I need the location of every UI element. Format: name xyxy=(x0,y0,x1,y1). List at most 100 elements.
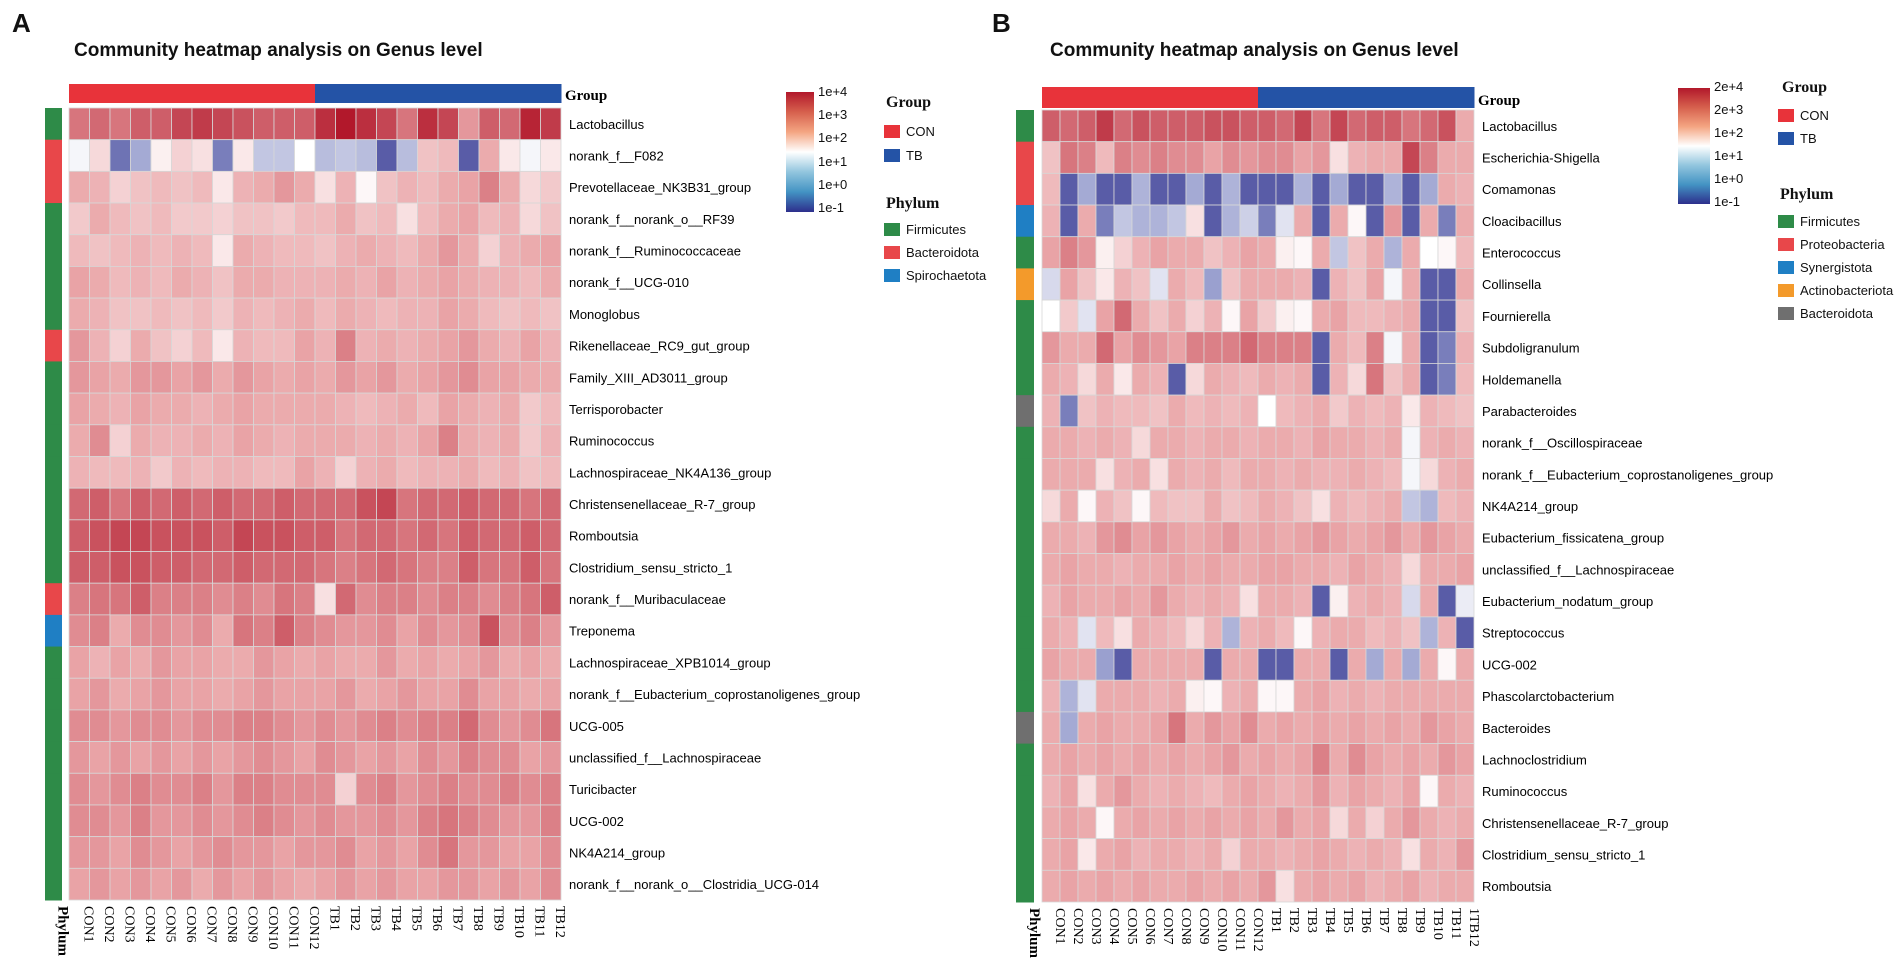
heatmap-cell xyxy=(1077,267,1097,301)
scale-tick: 1e-1 xyxy=(1714,194,1741,209)
heatmap-cell xyxy=(1113,616,1133,649)
heatmap-cell xyxy=(1293,299,1313,333)
heatmap-cell xyxy=(437,329,459,362)
heatmap-cell xyxy=(1113,426,1133,459)
heatmap-cell xyxy=(1203,141,1223,174)
heatmap-cell xyxy=(1185,204,1205,238)
heatmap-cell xyxy=(1329,553,1349,586)
heatmap-cell xyxy=(1095,553,1115,586)
color-scale-bar xyxy=(1678,88,1710,204)
phylum-bar-cell xyxy=(45,139,62,172)
legend-item-con: CON xyxy=(884,124,935,139)
heatmap-cell xyxy=(1419,521,1439,554)
heatmap-cell xyxy=(89,551,111,584)
heatmap-cell xyxy=(458,392,480,426)
heatmap-cell xyxy=(458,677,480,711)
row-label: Streptococcus xyxy=(1482,626,1565,641)
heatmap-cell xyxy=(150,519,172,552)
heatmap-cell xyxy=(314,804,336,838)
heatmap-cell xyxy=(212,614,234,647)
heatmap-cell xyxy=(1311,363,1331,396)
heatmap-cell xyxy=(68,709,90,742)
heatmap-cell xyxy=(171,202,193,236)
heatmap-cell xyxy=(1167,838,1187,871)
heatmap-cell xyxy=(1293,204,1313,238)
column-label: CON9 xyxy=(1196,908,1211,945)
phylum-bar-cell xyxy=(45,203,62,236)
heatmap-cell xyxy=(191,139,213,172)
heatmap-cell xyxy=(273,867,295,901)
column-label: CON11 xyxy=(1232,908,1247,951)
heatmap-cell xyxy=(232,741,254,774)
heatmap-cell xyxy=(232,551,254,584)
heatmap-cell xyxy=(1077,648,1097,681)
heatmap-cell xyxy=(1041,679,1061,713)
heatmap-cell xyxy=(1419,299,1439,333)
heatmap-cell xyxy=(89,646,111,679)
heatmap-cell xyxy=(1347,426,1367,459)
heatmap-cell xyxy=(1275,616,1295,649)
heatmap-cell xyxy=(1041,616,1061,649)
heatmap-cell xyxy=(1185,426,1205,459)
legend-label: Proteobacteria xyxy=(1800,237,1885,252)
heatmap-cell xyxy=(1077,109,1097,143)
heatmap-cell xyxy=(212,646,234,679)
heatmap-cell xyxy=(1311,806,1331,840)
heatmap-cell xyxy=(1041,711,1061,744)
heatmap-cell xyxy=(1455,553,1475,586)
heatmap-cell xyxy=(1401,648,1421,681)
heatmap-cell xyxy=(68,297,90,331)
heatmap-cell xyxy=(1293,363,1313,396)
heatmap-cell xyxy=(1383,711,1403,744)
scale-tick: 2e+4 xyxy=(1714,79,1744,94)
heatmap-cell xyxy=(1275,679,1295,713)
heatmap-cell xyxy=(273,329,295,362)
heatmap-cell xyxy=(1203,426,1223,459)
heatmap-cell xyxy=(130,361,152,394)
heatmap-cell xyxy=(294,329,316,362)
heatmap-cell xyxy=(171,361,193,394)
heatmap-cell xyxy=(1059,299,1079,333)
heatmap-cell xyxy=(130,456,152,489)
heatmap-cell xyxy=(1419,172,1439,206)
phylum-bar-cell xyxy=(45,108,62,141)
heatmap-cell xyxy=(1221,394,1241,428)
heatmap-cell xyxy=(1401,426,1421,459)
heatmap-cell xyxy=(1185,331,1205,364)
heatmap-cell xyxy=(1239,838,1259,871)
heatmap-cell xyxy=(1455,363,1475,396)
heatmap-cell xyxy=(437,551,459,584)
heatmap-cell xyxy=(519,265,541,299)
heatmap-cell xyxy=(109,392,131,426)
heatmap-cell xyxy=(1077,838,1097,871)
heatmap-cell xyxy=(1131,521,1151,554)
heatmap-cell xyxy=(417,646,439,679)
heatmap-cell xyxy=(355,741,377,774)
heatmap-cell xyxy=(1059,141,1079,174)
heatmap-cell xyxy=(1293,648,1313,681)
phylum-bar-cell xyxy=(1016,838,1034,871)
heatmap-cell xyxy=(232,424,254,457)
heatmap-cell xyxy=(376,170,398,204)
row-label: norank_f__Ruminococcaceae xyxy=(569,244,741,259)
heatmap-cell xyxy=(1239,172,1259,206)
heatmap-cell xyxy=(417,582,439,616)
heatmap-cell xyxy=(376,329,398,362)
heatmap-cell xyxy=(1185,648,1205,681)
row-label: Turicibacter xyxy=(569,782,637,797)
heatmap-cell xyxy=(437,392,459,426)
heatmap-cell xyxy=(68,202,90,236)
heatmap-cell xyxy=(437,582,459,616)
group-bar-cell xyxy=(438,84,459,103)
heatmap-cell xyxy=(355,424,377,457)
phylum-bar-cell xyxy=(45,773,62,806)
heatmap-cell xyxy=(1437,648,1457,681)
heatmap-cell xyxy=(273,709,295,742)
group-bar-cell xyxy=(458,84,480,103)
heatmap-cell xyxy=(1293,521,1313,554)
heatmap-cell xyxy=(1041,743,1061,776)
heatmap-cell xyxy=(130,234,152,267)
heatmap-cell xyxy=(1113,774,1133,808)
heatmap-cell xyxy=(396,297,418,331)
heatmap-cell xyxy=(519,107,541,141)
